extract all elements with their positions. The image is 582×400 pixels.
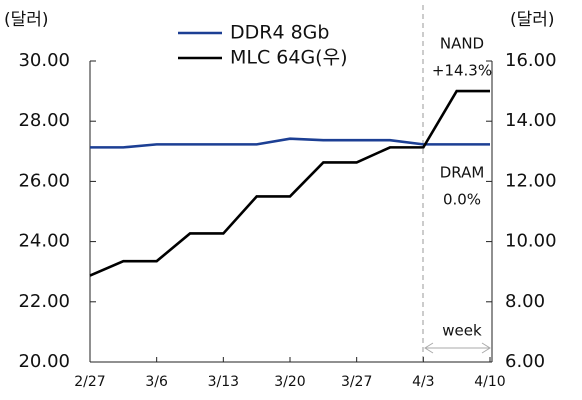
annotation: +14.3%	[432, 62, 492, 80]
x-tick-label: 2/27	[74, 374, 105, 390]
x-tick-label: 4/3	[412, 374, 435, 390]
y-tick-label: 22.00	[18, 291, 70, 312]
legend-label: DDR4 8Gb	[230, 22, 329, 44]
annotation: DRAM	[440, 164, 485, 182]
x-tick-label: 3/13	[208, 374, 239, 390]
y2-tick-label: 12.00	[505, 170, 557, 191]
legend-label: MLC 64G(우)	[230, 47, 348, 69]
x-tick-label: 3/20	[274, 374, 305, 390]
week-arrow-heads	[424, 342, 491, 354]
y2-tick-label: 16.00	[505, 50, 557, 71]
x-tick-label: 3/6	[145, 374, 168, 390]
y-tick-label: 24.00	[18, 231, 70, 252]
y2-tick-label: 10.00	[505, 231, 557, 252]
series-line	[90, 137, 490, 149]
x-tick-label: 3/27	[341, 374, 372, 390]
y-tick-label: 30.00	[18, 50, 70, 71]
y2-tick-label: 14.00	[505, 110, 557, 131]
y-tick-label: 20.00	[18, 351, 70, 372]
y-tick-label: 28.00	[18, 110, 70, 131]
annotation: week	[442, 322, 482, 340]
x-tick-label: 4/10	[474, 374, 505, 390]
annotation: NAND	[440, 35, 484, 53]
y2-axis-label: (달러)	[510, 10, 555, 30]
y2-tick-label: 8.00	[505, 291, 545, 312]
series-line	[89, 89, 490, 277]
annotation: 0.0%	[443, 191, 481, 209]
y-tick-label: 26.00	[18, 170, 70, 191]
y2-tick-label: 6.00	[505, 351, 545, 372]
y-axis-label: (달러)	[4, 10, 49, 30]
